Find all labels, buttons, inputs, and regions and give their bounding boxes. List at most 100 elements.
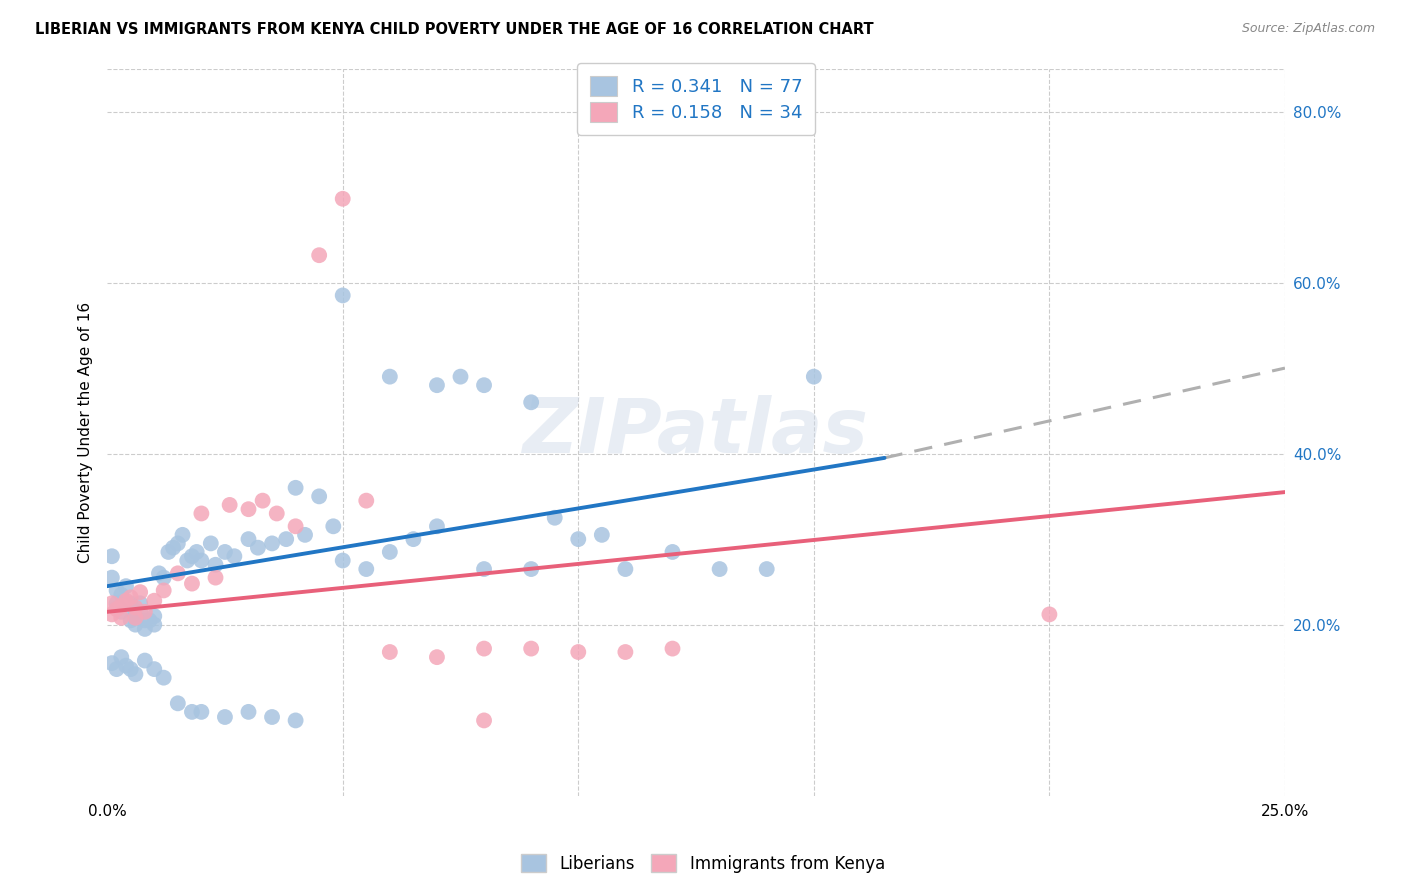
Point — [356, 493, 378, 508]
Point — [176, 553, 198, 567]
Point — [101, 571, 124, 585]
Point — [186, 545, 208, 559]
Point — [120, 662, 142, 676]
Point — [115, 596, 138, 610]
Point — [284, 481, 307, 495]
Point — [260, 536, 283, 550]
Point — [260, 710, 283, 724]
Point — [166, 536, 188, 550]
Y-axis label: Child Poverty Under the Age of 16: Child Poverty Under the Age of 16 — [79, 301, 93, 563]
Point — [450, 369, 472, 384]
Point — [214, 545, 236, 559]
Point — [101, 549, 124, 564]
Point — [166, 696, 188, 710]
Point — [138, 613, 160, 627]
Point — [224, 549, 246, 564]
Point — [105, 596, 128, 610]
Point — [1038, 607, 1060, 622]
Point — [520, 641, 543, 656]
Point — [124, 611, 146, 625]
Point — [238, 705, 260, 719]
Point — [129, 596, 152, 610]
Point — [276, 532, 298, 546]
Point — [614, 645, 637, 659]
Point — [124, 667, 146, 681]
Point — [134, 613, 156, 627]
Point — [284, 714, 307, 728]
Point — [332, 553, 354, 567]
Point — [105, 583, 128, 598]
Point — [143, 662, 166, 676]
Point — [472, 641, 495, 656]
Point — [322, 519, 344, 533]
Point — [472, 714, 495, 728]
Point — [181, 549, 204, 564]
Legend: R = 0.341   N = 77, R = 0.158   N = 34: R = 0.341 N = 77, R = 0.158 N = 34 — [578, 63, 814, 135]
Point — [426, 650, 449, 665]
Point — [614, 562, 637, 576]
Point — [120, 591, 142, 605]
Point — [162, 541, 184, 555]
Point — [110, 650, 132, 665]
Point — [115, 593, 138, 607]
Point — [294, 528, 316, 542]
Point — [246, 541, 269, 555]
Point — [402, 532, 425, 546]
Point — [218, 498, 240, 512]
Point — [803, 369, 825, 384]
Point — [214, 710, 236, 724]
Point — [520, 562, 543, 576]
Point — [148, 566, 170, 581]
Point — [426, 519, 449, 533]
Point — [190, 553, 212, 567]
Point — [143, 593, 166, 607]
Point — [472, 378, 495, 392]
Point — [134, 605, 156, 619]
Point — [143, 617, 166, 632]
Text: LIBERIAN VS IMMIGRANTS FROM KENYA CHILD POVERTY UNDER THE AGE OF 16 CORRELATION : LIBERIAN VS IMMIGRANTS FROM KENYA CHILD … — [35, 22, 873, 37]
Text: Source: ZipAtlas.com: Source: ZipAtlas.com — [1241, 22, 1375, 36]
Point — [190, 705, 212, 719]
Point — [115, 579, 138, 593]
Point — [709, 562, 731, 576]
Point — [105, 662, 128, 676]
Point — [238, 502, 260, 516]
Point — [332, 192, 354, 206]
Point — [238, 532, 260, 546]
Point — [308, 489, 330, 503]
Point — [101, 596, 124, 610]
Point — [204, 558, 226, 572]
Point — [661, 545, 683, 559]
Point — [120, 596, 142, 610]
Point — [110, 599, 132, 613]
Point — [172, 528, 194, 542]
Point — [266, 507, 288, 521]
Point — [129, 585, 152, 599]
Point — [472, 562, 495, 576]
Point — [378, 369, 401, 384]
Point — [166, 566, 188, 581]
Point — [129, 605, 152, 619]
Point — [110, 611, 132, 625]
Point — [152, 583, 174, 598]
Point — [308, 248, 330, 262]
Point — [755, 562, 778, 576]
Point — [152, 571, 174, 585]
Point — [190, 507, 212, 521]
Point — [101, 607, 124, 622]
Point — [110, 588, 132, 602]
Point — [110, 605, 132, 619]
Point — [181, 705, 204, 719]
Point — [332, 288, 354, 302]
Point — [152, 671, 174, 685]
Point — [134, 622, 156, 636]
Point — [378, 645, 401, 659]
Point — [204, 571, 226, 585]
Text: ZIPatlas: ZIPatlas — [523, 395, 869, 469]
Point — [378, 545, 401, 559]
Point — [124, 600, 146, 615]
Point — [520, 395, 543, 409]
Point — [252, 493, 274, 508]
Legend: Liberians, Immigrants from Kenya: Liberians, Immigrants from Kenya — [515, 847, 891, 880]
Point — [181, 576, 204, 591]
